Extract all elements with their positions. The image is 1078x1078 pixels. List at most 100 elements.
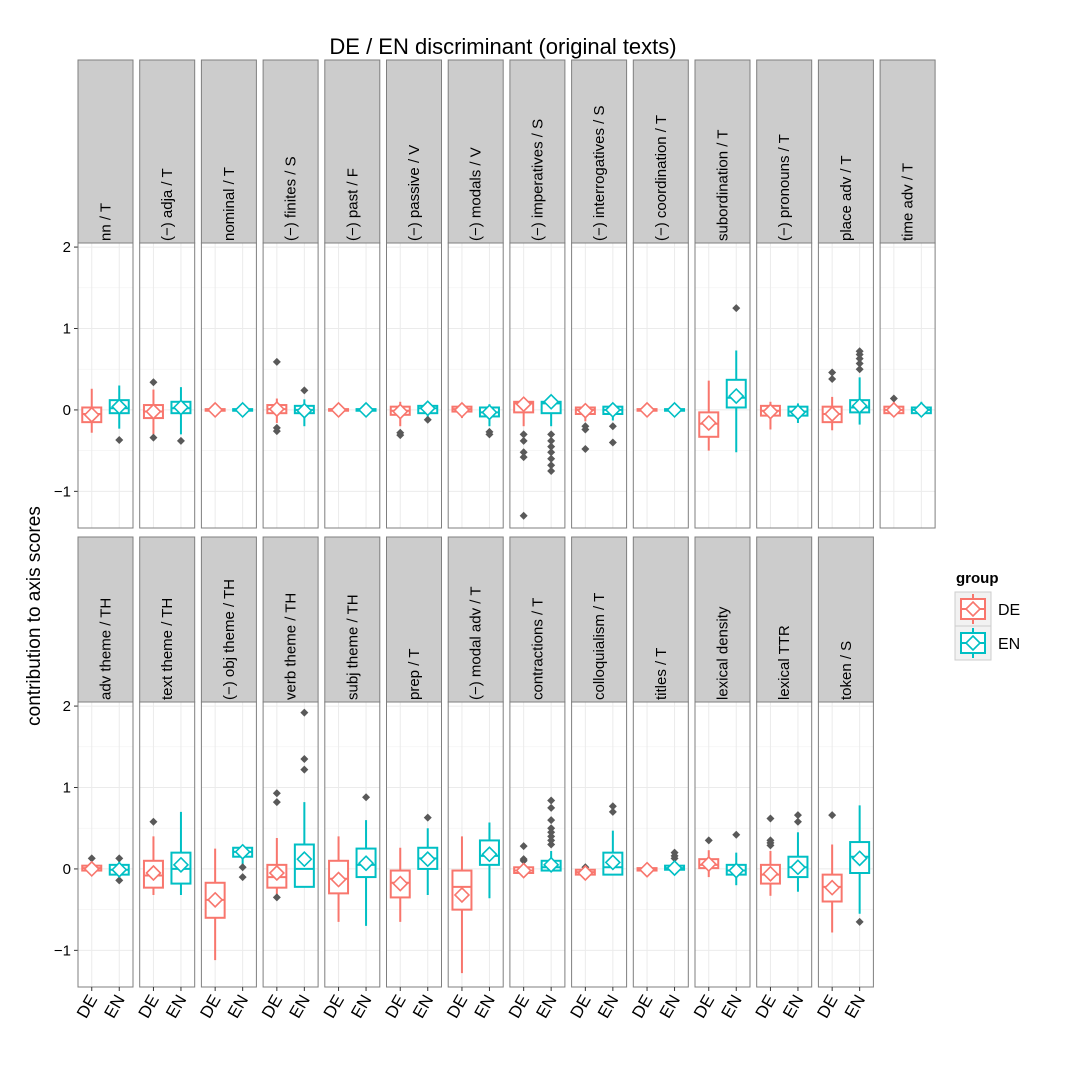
boxplot-en <box>602 802 624 876</box>
boxplot-de <box>266 357 288 436</box>
legend-items: DE EN <box>954 591 1020 661</box>
facet-strip-label: (−) finites / S <box>283 156 300 241</box>
facet-strip-label: text theme / TH <box>159 598 176 700</box>
panel-background <box>324 243 380 528</box>
mean-marker <box>268 400 285 418</box>
outlier-point <box>149 817 158 826</box>
outlier-point <box>828 368 837 377</box>
facet-strip <box>632 59 689 244</box>
outlier-point <box>581 445 590 454</box>
mean-marker <box>145 403 162 420</box>
panel-border <box>447 242 504 529</box>
outlier-point <box>547 467 556 475</box>
mean-marker <box>268 864 285 882</box>
panel-background <box>263 243 319 528</box>
mean-marker <box>515 862 532 879</box>
boxplot-de <box>204 848 226 961</box>
outlier-point <box>547 832 556 841</box>
panel-border <box>262 242 319 529</box>
boxplot-en <box>849 347 871 425</box>
boxplot-de <box>266 789 288 902</box>
facet-panel: token / SDE EN <box>813 536 874 1021</box>
facet-strip <box>756 59 813 244</box>
mean-marker <box>515 396 532 413</box>
outlier-point <box>423 415 432 424</box>
outlier-point <box>766 841 775 850</box>
boxplot-de <box>81 854 103 878</box>
outlier-point <box>793 817 802 826</box>
panel-background <box>571 702 627 987</box>
panel-background <box>386 243 442 528</box>
facet-strip-label: verb theme / TH <box>283 593 300 700</box>
boxplot-de <box>636 861 658 878</box>
mean-marker <box>172 856 190 873</box>
y-tick-label: 2 <box>63 239 71 256</box>
boxplot-en <box>355 793 377 926</box>
mean-marker <box>357 401 375 419</box>
legend: group DE EN <box>954 570 1020 661</box>
facet-strip-label: (−) obj theme / TH <box>221 579 238 700</box>
outlier-point <box>793 811 802 820</box>
boxplot-en <box>108 854 130 885</box>
outlier-point <box>176 436 185 445</box>
outlier-point <box>300 386 309 395</box>
panel-background <box>324 702 380 987</box>
outlier-point <box>828 811 837 820</box>
boxplot-en <box>293 708 315 888</box>
facet-strip <box>571 59 628 244</box>
facet-panel: (−) adja / T <box>139 59 196 529</box>
mean-marker <box>111 398 128 415</box>
panel-border <box>756 242 813 529</box>
outlier-point <box>547 448 556 457</box>
panel-border <box>386 701 442 988</box>
panel-border <box>200 701 257 988</box>
panel-background <box>571 243 627 528</box>
mean-marker <box>453 401 471 419</box>
mean-marker <box>666 401 683 419</box>
mean-marker <box>604 401 621 419</box>
boxplot-de <box>451 836 473 974</box>
boxplot-de <box>81 388 103 433</box>
outlier-point <box>519 453 528 462</box>
outlier-point <box>547 824 556 833</box>
facet-panel: time adv / T <box>879 59 936 529</box>
outlier-point <box>485 430 494 439</box>
panel-border <box>447 701 504 988</box>
y-tick-label: 0 <box>63 402 71 419</box>
y-tick-label: −1 <box>54 942 71 959</box>
panel-border <box>139 242 196 529</box>
panel-background <box>756 702 812 987</box>
boxplot-en <box>417 813 439 895</box>
facet-strip <box>817 536 874 703</box>
facet-panel: nn / T <box>77 59 134 529</box>
outlier-point <box>547 454 556 463</box>
outlier-point <box>87 854 96 863</box>
facet-panel: contractions / TDE EN <box>505 536 566 1021</box>
panel-background <box>695 702 750 987</box>
mean-marker <box>638 861 656 878</box>
outlier-point <box>519 436 528 445</box>
facet-strip-label: (−) modals / V <box>468 147 485 241</box>
outlier-point <box>115 436 124 445</box>
facet-strip <box>200 59 257 244</box>
mean-marker <box>357 855 375 872</box>
panel-border <box>139 701 196 988</box>
boxplot-en <box>664 848 686 877</box>
panel-background <box>633 243 689 528</box>
outlier-point <box>828 374 837 383</box>
boxplot-en <box>849 805 871 926</box>
facet-strip <box>386 536 442 703</box>
facet-strip <box>447 536 504 703</box>
outlier-point <box>547 840 556 849</box>
panel-border <box>694 701 751 988</box>
boxplot-de <box>698 836 720 878</box>
panel-background <box>201 243 257 528</box>
boxplot-en <box>787 403 809 423</box>
boxplot-en <box>725 830 747 886</box>
panel-border <box>324 242 381 529</box>
outlier-point <box>547 442 556 451</box>
outlier-point <box>519 842 528 851</box>
boxplot-en <box>232 401 254 419</box>
